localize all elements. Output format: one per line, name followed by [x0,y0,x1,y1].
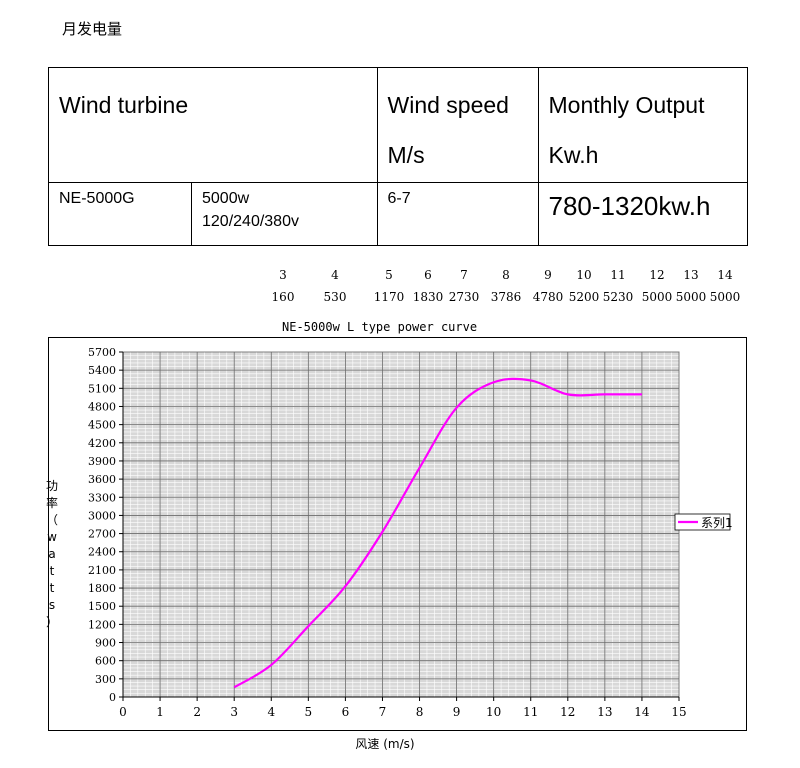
y-axis-label-char: t [50,564,55,578]
y-tick-label: 3900 [88,455,116,468]
header-monthly-output-unit: Kw.h [548,142,599,168]
y-tick-label: 5400 [88,364,116,377]
y-axis-label-char: s [49,598,55,612]
y-axis-label-char: w [47,530,57,544]
x-axis-label: 风速 (m/s) [355,737,414,751]
cell-spec: 5000w 120/240/380v [191,182,378,246]
y-tick-label: 900 [95,637,116,650]
power-value: 1170 [373,290,405,304]
y-tick-label: 5700 [88,346,116,359]
speed-value: 9 [544,268,552,282]
power-value: 2730 [448,290,480,304]
y-tick-label: 0 [109,691,116,704]
spec-voltage: 120/240/380v [202,213,299,230]
speed-text: 6-7 [387,190,411,207]
header-wind-turbine-label: Wind turbine [59,92,189,118]
speed-value: 8 [502,268,510,282]
speed-value: 10 [576,268,592,282]
x-tick-label: 10 [486,705,501,719]
y-tick-label: 4200 [88,437,116,450]
speed-value: 11 [610,268,626,282]
y-tick-label: 300 [95,673,116,686]
series-line [233,377,642,689]
x-tick-label: 15 [671,705,686,719]
y-tick-label: 4800 [88,400,116,413]
speed-value: 14 [717,268,733,282]
x-tick-label: 8 [416,705,424,719]
x-tick-label: 11 [523,705,538,719]
y-tick-label: 3000 [88,509,116,522]
header-monthly-output: Monthly Output Kw.h [537,67,749,183]
y-tick-label: 1800 [88,582,116,595]
x-tick-label: 0 [119,705,127,719]
x-tick-label: 5 [305,705,313,719]
speed-value: 6 [424,268,432,282]
x-tick-label: 3 [230,705,238,719]
y-tick-label: 2700 [88,528,116,541]
cell-output: 780-1320kw.h [537,182,749,246]
y-axis-label-char: 率 [46,495,58,510]
y-axis-label-char: a [48,547,55,561]
speed-value: 7 [460,268,468,282]
speed-value: 3 [279,268,287,282]
y-tick-label: 2400 [88,546,116,559]
page-heading: 月发电量 [62,20,123,38]
y-tick-label: 2100 [88,564,116,577]
power-value: 5000 [709,290,741,304]
power-value: 5200 [568,290,600,304]
y-tick-label: 1500 [88,600,116,613]
legend-label: 系列1 [701,516,733,530]
header-wind-turbine: Wind turbine [48,67,378,183]
x-tick-label: 13 [597,705,612,719]
output-text: 780-1320kw.h [548,191,711,221]
cell-speed: 6-7 [376,182,539,246]
model-text: NE-5000G [59,190,135,207]
x-tick-label: 7 [379,705,387,719]
chart-frame [48,337,747,731]
header-monthly-output-label: Monthly Output [548,92,705,118]
y-tick-label: 3600 [88,473,116,486]
header-wind-speed-label: Wind speed [387,92,509,118]
y-axis-label-char: （ [46,513,58,527]
plot-area [122,351,680,698]
cell-model: NE-5000G [48,182,192,246]
x-tick-label: 14 [634,705,650,719]
spec-power: 5000w [202,190,250,207]
header-wind-speed-unit: M/s [387,142,425,168]
power-value: 5000 [675,290,707,304]
power-value: 1830 [412,290,444,304]
y-tick-label: 1200 [88,618,116,631]
power-value: 160 [271,290,295,304]
y-tick-label: 5100 [88,382,116,395]
x-tick-label: 4 [267,705,275,719]
speed-value: 12 [649,268,665,282]
y-tick-label: 4500 [88,419,116,432]
x-tick-label: 9 [453,705,461,719]
speed-value: 4 [331,268,339,282]
header-wind-speed: Wind speed M/s [376,67,539,183]
y-axis-label-char: 功 [46,479,58,493]
power-value: 530 [323,290,347,304]
power-value: 3786 [490,290,522,304]
x-tick-label: 2 [193,705,201,719]
x-tick-label: 12 [560,705,575,719]
chart-title: NE-5000w L type power curve [282,320,478,334]
power-value: 4780 [532,290,564,304]
y-axis-label-char: ） [46,615,58,629]
speed-value: 5 [385,268,393,282]
power-value: 5230 [602,290,634,304]
x-tick-label: 6 [342,705,350,719]
y-axis-label-char: t [50,581,55,595]
y-tick-label: 600 [95,655,116,668]
spec-table: Wind turbine Wind speed M/s Monthly Outp… [48,67,749,246]
legend-box [674,513,731,531]
power-value: 5000 [641,290,673,304]
y-tick-label: 3300 [88,491,116,504]
x-tick-label: 1 [156,705,164,719]
speed-value: 13 [683,268,699,282]
